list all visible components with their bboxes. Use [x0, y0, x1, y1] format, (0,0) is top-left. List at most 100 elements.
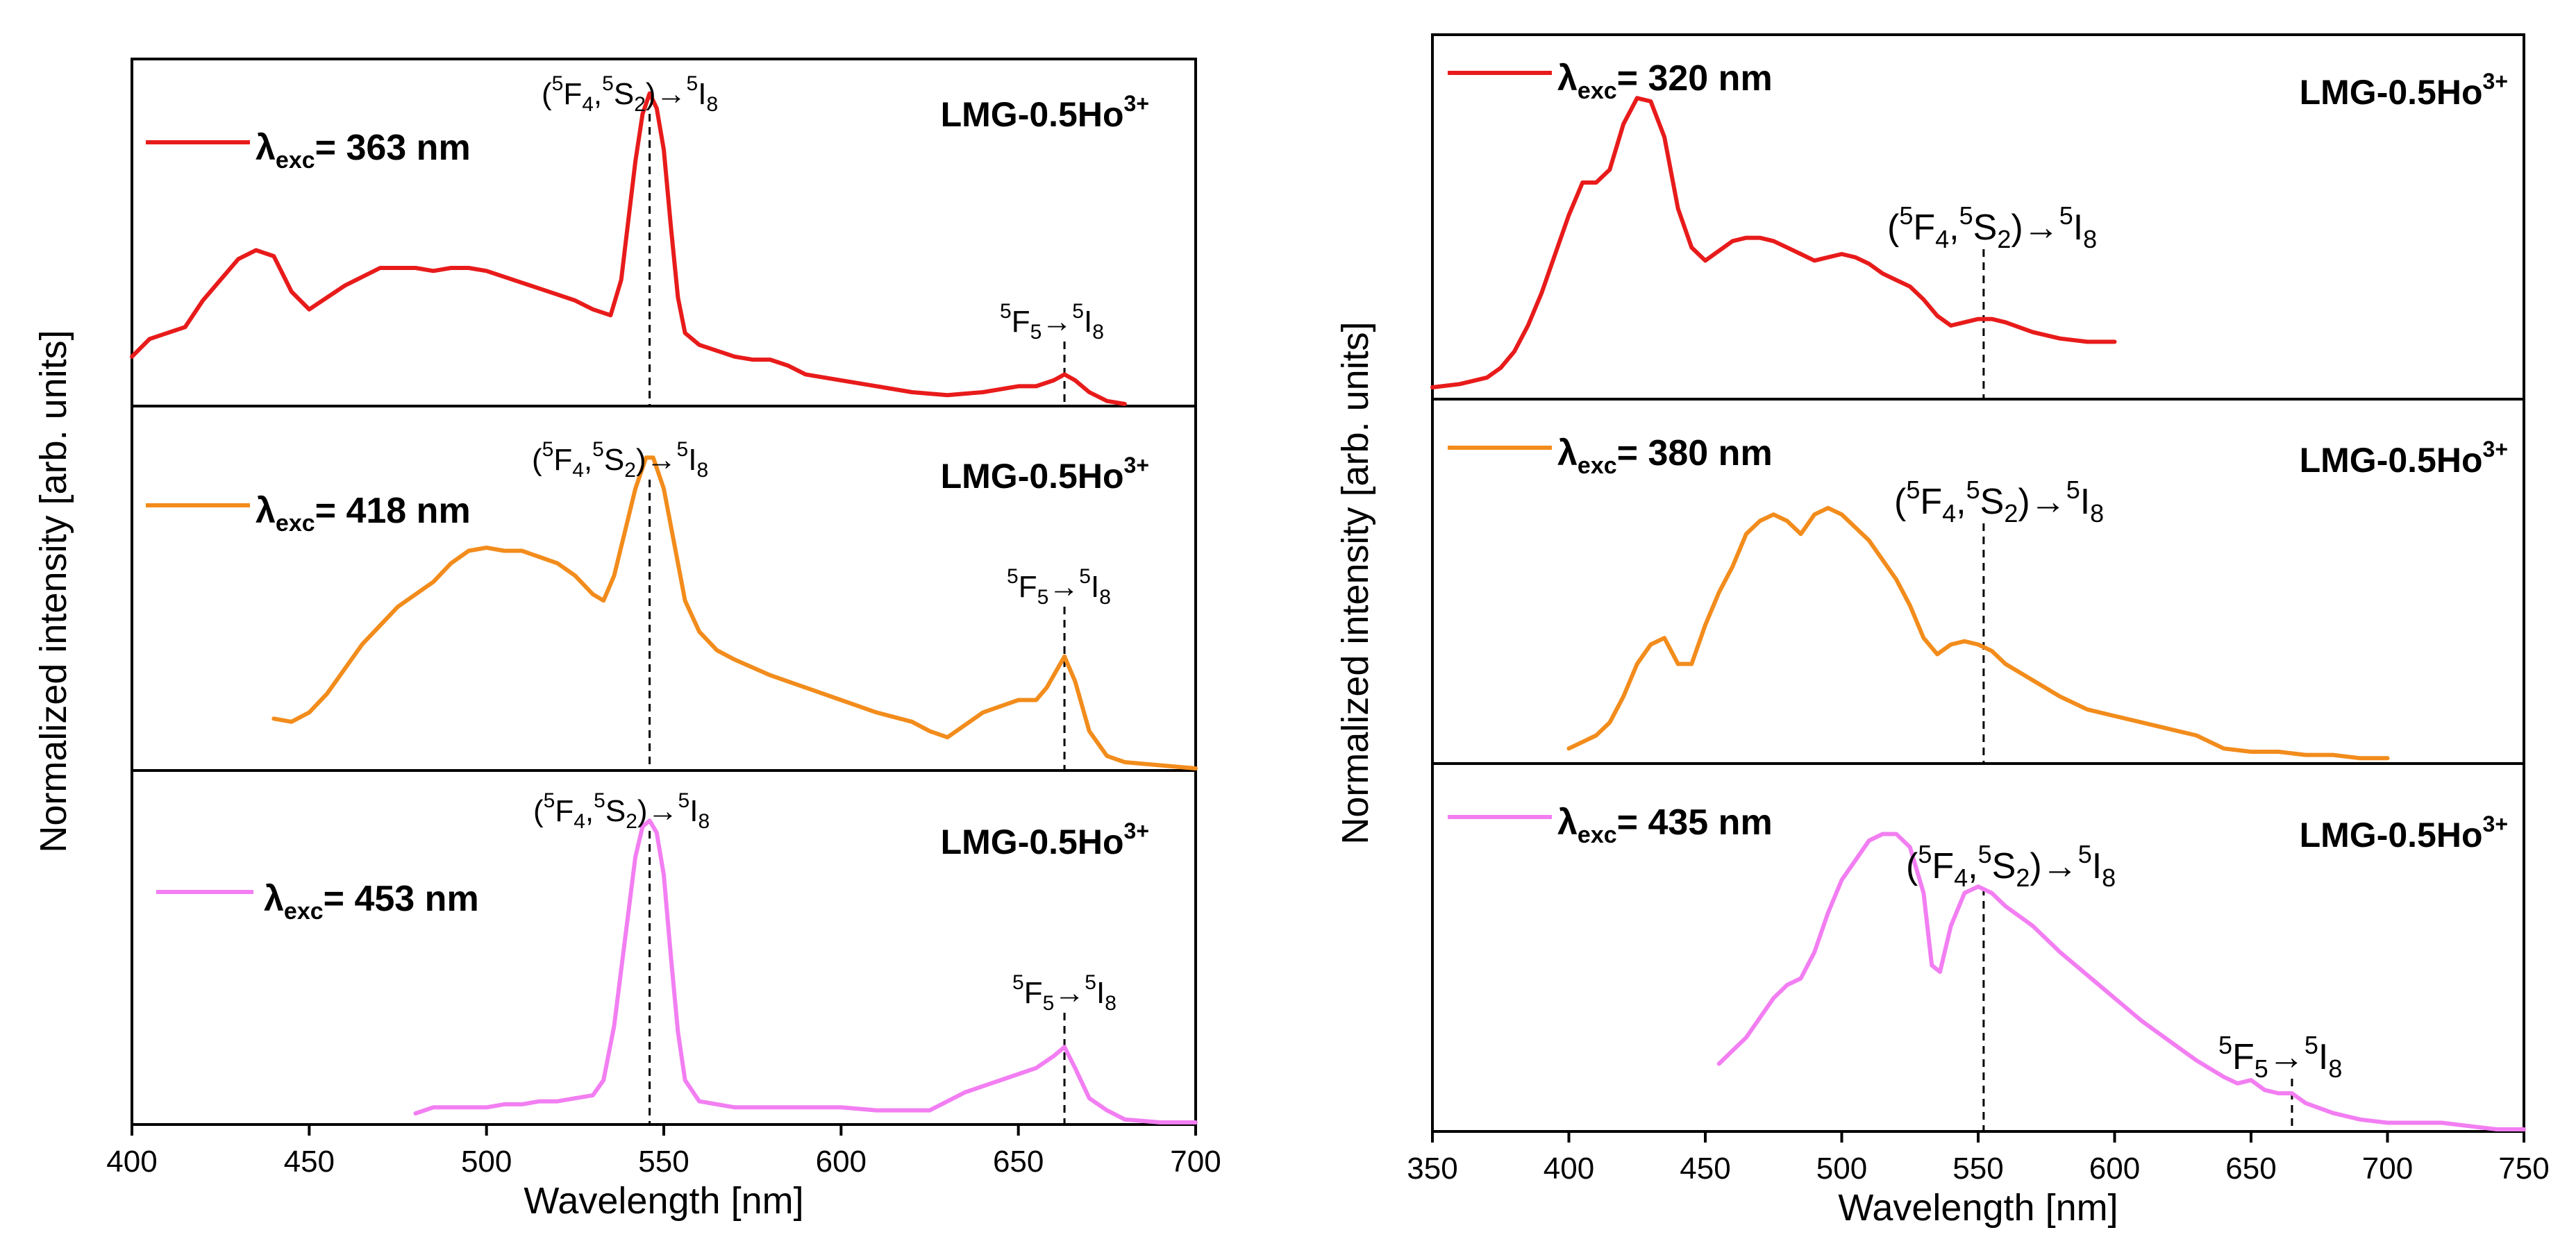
legend-symbol: λ	[264, 879, 284, 919]
text-part: I	[2080, 482, 2090, 522]
text-part: 5	[678, 789, 690, 812]
legend-label: λexc= 363 nm	[256, 128, 471, 174]
text-part: I	[698, 77, 706, 111]
legend-label: λexc= 453 nm	[264, 879, 479, 925]
text-part: 5	[552, 72, 564, 95]
text-part: S	[604, 443, 624, 477]
text-part: 5	[602, 72, 614, 95]
text-part: 4	[1935, 225, 1949, 253]
sample-label: LMG-0.5Ho3+	[941, 91, 1149, 134]
sample-name: LMG-0.5Ho	[941, 95, 1124, 134]
text-part: 8	[696, 459, 708, 482]
text-part: )→	[2030, 846, 2077, 886]
x-tick-label: 600	[2089, 1152, 2140, 1186]
text-part: 5	[1959, 201, 1973, 230]
x-tick-label: 400	[1544, 1152, 1594, 1186]
text-part: (	[1887, 208, 1900, 248]
sample-superscript: 3+	[2483, 811, 2508, 836]
legend-value: = 380 nm	[1617, 433, 1773, 473]
sample-label: LMG-0.5Ho3+	[941, 818, 1149, 861]
x-tick-label: 500	[461, 1145, 512, 1179]
transition-label: (5F4,5S2)→5I8	[532, 438, 708, 482]
x-tick-label: 700	[2362, 1152, 2413, 1186]
text-part: ,	[1968, 846, 1977, 886]
sample-label: LMG-0.5Ho3+	[2300, 69, 2508, 112]
legend-subscript: exc	[276, 510, 315, 537]
legend-symbol: λ	[1557, 802, 1578, 843]
text-part: F	[1012, 305, 1030, 339]
text-part: )→	[637, 794, 678, 828]
spectrum-line	[413, 818, 1198, 1125]
text-part: 4	[582, 93, 594, 116]
legend-symbol: λ	[1557, 433, 1578, 473]
sample-name: LMG-0.5Ho	[2300, 73, 2483, 112]
text-part: ,	[585, 794, 594, 828]
legend-subscript: exc	[276, 147, 315, 174]
sample-label: LMG-0.5Ho3+	[941, 453, 1149, 496]
text-part: F	[1932, 846, 1954, 886]
text-part: F	[1019, 570, 1037, 604]
text-part: F	[1024, 976, 1043, 1010]
text-part: (	[532, 443, 542, 477]
spectrum-line	[130, 91, 1127, 406]
legend-label: λexc= 380 nm	[1557, 433, 1773, 479]
x-tick-label: 700	[1170, 1145, 1221, 1179]
sample-superscript: 3+	[2483, 437, 2508, 462]
x-tick-label: 400	[106, 1145, 157, 1179]
x-tick-label: 500	[1816, 1152, 1867, 1186]
sample-superscript: 3+	[1124, 91, 1149, 116]
text-part: 5	[677, 438, 689, 461]
plot-frame	[1431, 33, 2525, 1133]
transition-label: (5F4,5S2)→5I8	[542, 72, 718, 116]
transition-label: (5F4,5S2)→5I8	[1906, 840, 2116, 892]
text-part: 5	[2305, 1031, 2318, 1059]
legend-value: = 418 nm	[315, 491, 471, 531]
x-tick-label: 350	[1407, 1152, 1457, 1186]
text-part: I	[1091, 570, 1099, 604]
sample-label: LMG-0.5Ho3+	[2300, 811, 2508, 854]
text-part: )→	[646, 77, 687, 111]
text-part: →	[1042, 305, 1072, 339]
spectrum-line	[1716, 832, 2526, 1131]
text-part: S	[614, 77, 634, 111]
sample-name: LMG-0.5Ho	[2300, 816, 2483, 854]
text-part: F	[1920, 482, 1942, 522]
legend-symbol: λ	[1557, 58, 1578, 99]
x-tick-label: 650	[993, 1145, 1044, 1179]
sample-label: LMG-0.5Ho3+	[2300, 437, 2508, 480]
sample-superscript: 3+	[1124, 453, 1149, 478]
text-part: ,	[584, 443, 592, 477]
text-part: )→	[2011, 208, 2059, 248]
text-part: S	[1980, 482, 2005, 522]
text-part: 5	[592, 438, 604, 461]
text-part: 5	[1030, 321, 1042, 344]
text-part: 8	[1105, 992, 1116, 1015]
text-part: I	[2073, 208, 2083, 248]
transition-label: (5F4,5S2)→5I8	[533, 789, 710, 833]
text-part: 5	[2078, 840, 2092, 868]
text-part: 2	[634, 93, 646, 116]
legend-value: = 320 nm	[1617, 58, 1773, 99]
x-tick-label: 750	[2498, 1152, 2549, 1186]
sample-name: LMG-0.5Ho	[2300, 441, 2483, 480]
text-part: I	[2092, 846, 2102, 886]
transition-label: 5F5→5I8	[1007, 565, 1111, 609]
x-tick-label: 450	[284, 1145, 335, 1179]
x-axis-title: Wavelength [nm]	[1838, 1187, 2118, 1229]
text-part: 4	[1942, 499, 1956, 528]
text-part: I	[1096, 976, 1105, 1010]
legend-label: λexc= 418 nm	[256, 491, 471, 537]
x-tick-label: 600	[816, 1145, 867, 1179]
legend-label: λexc= 320 nm	[1557, 58, 1773, 104]
text-part: F	[2232, 1037, 2255, 1077]
legend-subscript: exc	[1578, 822, 1617, 848]
text-part: 4	[572, 459, 584, 482]
text-part: 8	[698, 810, 710, 833]
text-part: 8	[706, 93, 718, 116]
sample-superscript: 3+	[1124, 818, 1149, 843]
text-part: I	[2318, 1037, 2328, 1077]
y-axis-title: Normalized intensity [arb. units]	[33, 330, 74, 852]
transition-label: 5F5→5I8	[1012, 971, 1116, 1015]
text-part: 8	[1099, 586, 1111, 609]
text-part: 5	[594, 789, 605, 812]
